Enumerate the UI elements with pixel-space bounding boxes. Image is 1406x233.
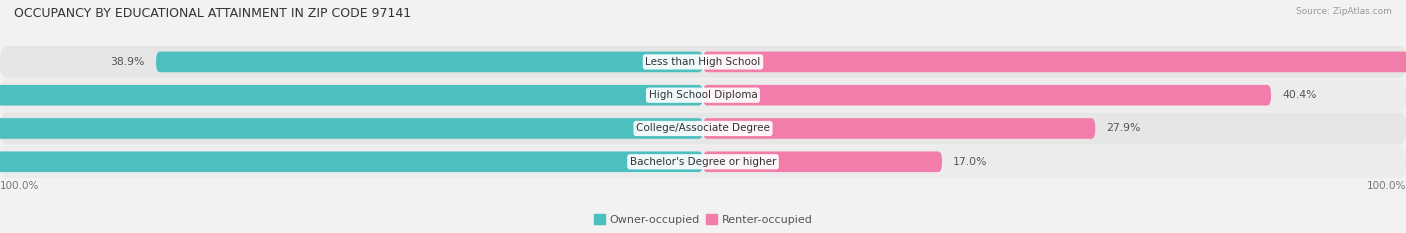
FancyBboxPatch shape [0,146,1406,178]
Text: 38.9%: 38.9% [111,57,145,67]
FancyBboxPatch shape [0,46,1406,78]
FancyBboxPatch shape [0,113,1406,144]
FancyBboxPatch shape [0,118,703,139]
FancyBboxPatch shape [0,151,703,172]
FancyBboxPatch shape [703,118,1095,139]
Text: 17.0%: 17.0% [953,157,988,167]
Text: Less than High School: Less than High School [645,57,761,67]
Text: 27.9%: 27.9% [1107,123,1140,134]
Text: 40.4%: 40.4% [1282,90,1317,100]
Legend: Owner-occupied, Renter-occupied: Owner-occupied, Renter-occupied [589,210,817,229]
FancyBboxPatch shape [156,51,703,72]
FancyBboxPatch shape [0,85,703,106]
FancyBboxPatch shape [703,51,1406,72]
Text: Source: ZipAtlas.com: Source: ZipAtlas.com [1296,7,1392,16]
FancyBboxPatch shape [0,79,1406,111]
FancyBboxPatch shape [703,151,942,172]
Text: 100.0%: 100.0% [1367,181,1406,191]
Text: College/Associate Degree: College/Associate Degree [636,123,770,134]
FancyBboxPatch shape [703,85,1271,106]
Text: High School Diploma: High School Diploma [648,90,758,100]
Text: OCCUPANCY BY EDUCATIONAL ATTAINMENT IN ZIP CODE 97141: OCCUPANCY BY EDUCATIONAL ATTAINMENT IN Z… [14,7,411,20]
Text: Bachelor's Degree or higher: Bachelor's Degree or higher [630,157,776,167]
Text: 100.0%: 100.0% [0,181,39,191]
